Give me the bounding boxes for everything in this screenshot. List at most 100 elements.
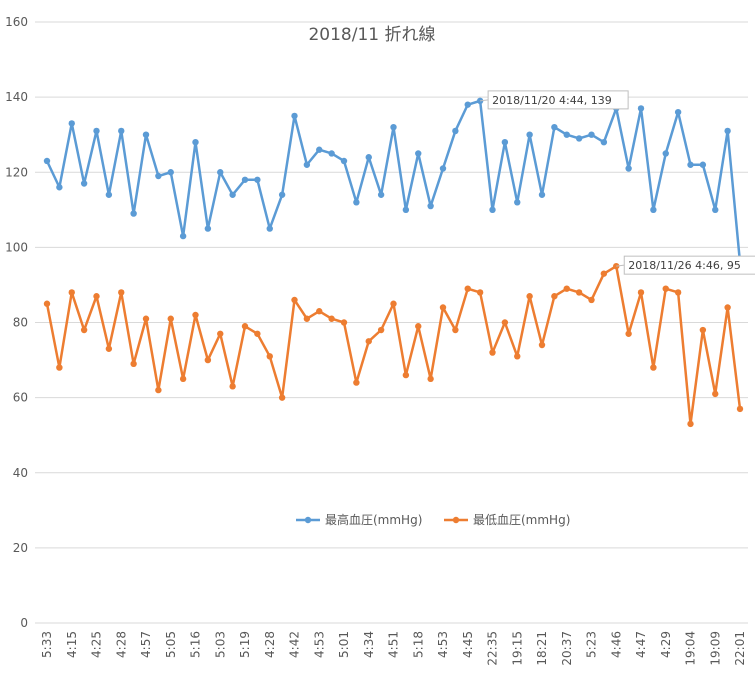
x-tick-label: 22:35 — [486, 631, 500, 666]
data-point — [551, 123, 558, 131]
data-point — [179, 375, 187, 383]
data-point — [390, 123, 397, 131]
gridlines — [35, 21, 748, 624]
data-point — [575, 289, 583, 296]
data-point — [452, 326, 459, 334]
data-point — [229, 191, 236, 198]
data-point — [118, 289, 125, 296]
data-point — [167, 315, 174, 322]
legend-entry-2: 最低血圧(mmHg) — [444, 513, 570, 527]
data-point — [427, 375, 434, 383]
data-point — [43, 157, 51, 165]
data-point — [80, 180, 88, 187]
data-point — [736, 405, 744, 413]
x-tick-label: 5:05 — [164, 631, 178, 658]
data-point — [303, 161, 311, 168]
series-1 — [43, 97, 744, 266]
data-point — [687, 420, 694, 428]
data-point — [724, 304, 731, 311]
data-point — [452, 127, 459, 135]
data-point — [254, 330, 261, 337]
data-point — [328, 315, 335, 322]
callout-label: 2018/11/26 4:46, 95 — [628, 259, 741, 272]
x-tick-label: 5:23 — [585, 631, 599, 658]
x-tick-label: 4:45 — [461, 631, 475, 658]
data-point — [563, 285, 570, 292]
data-point — [68, 120, 75, 127]
data-point — [130, 210, 137, 217]
data-point — [229, 383, 236, 390]
x-tick-label: 19:09 — [708, 631, 722, 666]
data-point — [415, 323, 422, 330]
data-point — [476, 289, 484, 296]
y-tick-label: 80 — [13, 316, 28, 330]
data-point — [68, 289, 75, 296]
x-tick-label: 4:53 — [312, 631, 326, 658]
data-point — [538, 341, 546, 349]
data-point — [56, 364, 63, 371]
y-tick-label: 0 — [20, 616, 28, 630]
data-point — [130, 360, 137, 368]
data-point — [514, 199, 521, 206]
data-point — [192, 311, 199, 319]
x-tick-label: 5:01 — [337, 631, 351, 658]
data-point — [390, 300, 397, 307]
data-point — [674, 289, 682, 296]
data-point — [155, 172, 162, 180]
data-callout: 2018/11/26 4:46, 95 — [616, 255, 755, 275]
x-tick-label: 5:18 — [411, 631, 425, 658]
data-point — [415, 150, 422, 157]
data-point — [551, 293, 558, 300]
x-tick-label: 4:57 — [139, 631, 153, 658]
data-point — [489, 206, 496, 214]
data-point — [489, 349, 496, 356]
x-tick-label: 4:29 — [659, 631, 673, 658]
callout-label: 2018/11/20 4:44, 139 — [492, 94, 612, 107]
y-tick-label: 100 — [5, 240, 28, 254]
data-point — [427, 202, 434, 210]
data-point — [712, 206, 719, 214]
data-point — [575, 135, 583, 142]
series-2 — [43, 262, 744, 428]
data-point — [439, 304, 447, 311]
data-point — [600, 270, 608, 277]
data-point — [674, 108, 682, 116]
data-point — [43, 300, 51, 307]
data-point — [340, 319, 348, 326]
data-point — [204, 356, 212, 364]
data-point — [118, 127, 125, 135]
legend: 最高血圧(mmHg) 最低血圧(mmHg) — [296, 512, 570, 527]
data-point — [278, 394, 286, 401]
x-tick-label: 4:42 — [288, 631, 302, 658]
x-tick-label: 4:25 — [90, 631, 104, 658]
y-tick-label: 120 — [5, 165, 28, 179]
x-tick-label: 5:33 — [40, 631, 54, 658]
data-point — [105, 345, 113, 352]
data-point — [662, 150, 669, 157]
x-tick-label: 5:19 — [238, 631, 252, 658]
x-tick-label: 20:37 — [560, 631, 574, 666]
legend-label: 最低血圧(mmHg) — [473, 513, 570, 527]
x-tick-label: 4:28 — [263, 631, 277, 658]
data-point — [93, 127, 100, 135]
data-point — [588, 296, 595, 304]
y-tick-label: 20 — [13, 541, 28, 555]
legend-label: 最高血圧(mmHg) — [325, 512, 422, 527]
annotations: 2018/11/20 4:44, 139 2018/11/26 4:46, 95 — [480, 90, 755, 275]
data-point — [377, 326, 385, 334]
data-point — [625, 165, 632, 172]
data-point — [217, 330, 224, 337]
data-point — [526, 131, 533, 138]
y-tick-label: 160 — [5, 15, 28, 29]
data-point — [439, 165, 447, 172]
x-tick-label: 4:46 — [609, 631, 623, 658]
data-point — [217, 169, 224, 176]
data-point — [56, 184, 63, 191]
data-point — [80, 326, 88, 334]
data-point — [476, 97, 484, 105]
data-point — [291, 112, 298, 120]
data-point — [142, 131, 150, 138]
data-point — [254, 176, 261, 183]
data-point — [328, 150, 335, 157]
data-point — [93, 293, 100, 300]
